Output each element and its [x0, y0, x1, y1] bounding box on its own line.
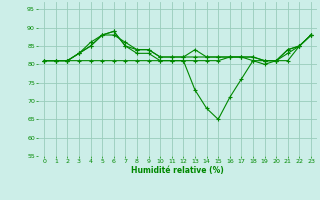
X-axis label: Humidité relative (%): Humidité relative (%) [131, 166, 224, 175]
